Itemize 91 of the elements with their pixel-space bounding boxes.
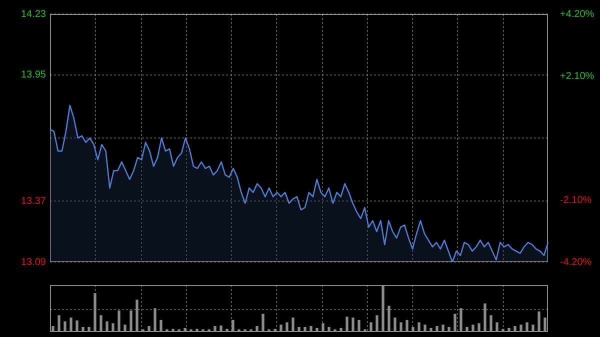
- bar: [460, 308, 462, 332]
- bar: [100, 315, 102, 332]
- bar: [268, 329, 270, 332]
- bar: [310, 326, 312, 332]
- y2-tick-label: -2.10%: [560, 194, 592, 206]
- bar: [160, 320, 162, 332]
- bar: [496, 322, 498, 332]
- bar: [136, 300, 138, 332]
- bar: [298, 326, 300, 332]
- y2-tick-label: +2.10%: [560, 70, 594, 82]
- bar: [352, 318, 354, 332]
- bar: [142, 329, 144, 332]
- bar: [106, 321, 108, 332]
- bar: [190, 329, 192, 332]
- bar: [94, 293, 96, 332]
- bar: [244, 329, 246, 332]
- bar: [448, 326, 450, 332]
- bar: [532, 324, 534, 332]
- y2-tick-label: -4.20%: [560, 256, 592, 268]
- y-tick-label: 13.95: [20, 70, 46, 81]
- y-tick-label: 13.09: [20, 256, 46, 268]
- bar: [322, 323, 324, 332]
- bar: [220, 326, 222, 332]
- bar: [226, 328, 228, 332]
- bar: [238, 329, 240, 332]
- bar: [340, 328, 342, 332]
- bar: [214, 326, 216, 332]
- bar: [286, 322, 288, 332]
- bar: [304, 326, 306, 332]
- bar: [346, 316, 348, 332]
- bar: [376, 315, 378, 332]
- bar: [178, 329, 180, 332]
- bar: [292, 318, 294, 332]
- bar: [76, 320, 78, 332]
- bar: [274, 328, 276, 332]
- bar: [490, 315, 492, 332]
- bar: [148, 326, 150, 332]
- bar: [400, 322, 402, 332]
- bar: [394, 318, 396, 332]
- bar: [364, 329, 366, 332]
- bar: [412, 326, 414, 332]
- bar: [370, 322, 372, 332]
- bar: [382, 285, 384, 332]
- bar: [82, 326, 84, 332]
- bar: [424, 324, 426, 332]
- bar: [508, 328, 510, 332]
- bar: [484, 303, 486, 332]
- bar: [118, 310, 120, 332]
- bar: [430, 328, 432, 332]
- y-tick-label: 14.23: [20, 8, 46, 20]
- bar: [112, 323, 114, 332]
- bar: [208, 329, 210, 332]
- bar: [256, 326, 258, 332]
- bar: [88, 326, 90, 332]
- bar: [520, 324, 522, 332]
- bar: [172, 328, 174, 332]
- bar: [184, 328, 186, 332]
- bar: [454, 314, 456, 332]
- bar: [472, 324, 474, 332]
- bar: [154, 308, 156, 332]
- bar: [334, 329, 336, 332]
- bar: [436, 326, 438, 332]
- bar: [262, 314, 264, 332]
- bar: [538, 311, 540, 332]
- bar: [232, 320, 234, 332]
- bar: [52, 326, 54, 332]
- bar: [130, 310, 132, 332]
- bar: [388, 306, 390, 332]
- bar: [466, 326, 468, 332]
- bar: [202, 329, 204, 332]
- bar: [358, 320, 360, 332]
- bar: [328, 326, 330, 332]
- bar: [64, 321, 66, 332]
- bar: [316, 328, 318, 332]
- bar: [250, 329, 252, 332]
- bar: [406, 320, 408, 332]
- bar: [514, 326, 516, 332]
- bar: [418, 322, 420, 332]
- y2-tick-label: +4.20%: [560, 8, 594, 20]
- y-tick-label: 13.37: [20, 196, 46, 207]
- bar: [526, 322, 528, 332]
- bar: [58, 315, 60, 332]
- bar: [280, 324, 282, 332]
- bar: [502, 328, 504, 332]
- bar: [166, 329, 168, 332]
- bar: [442, 324, 444, 332]
- bar: [124, 324, 126, 332]
- bar: [70, 318, 72, 332]
- bar: [196, 328, 198, 332]
- bar: [544, 318, 546, 332]
- bar: [478, 323, 480, 332]
